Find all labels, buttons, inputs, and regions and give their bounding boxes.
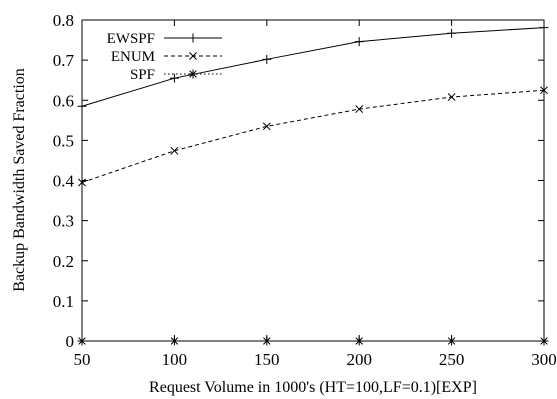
data-point-spf <box>354 336 364 346</box>
data-point-spf <box>262 336 272 346</box>
data-point-ewspf <box>77 101 87 111</box>
series-line-enum <box>81 89 545 183</box>
y-tick-label: 0.2 <box>53 252 74 271</box>
series-line-ewspf <box>81 27 545 107</box>
y-tick-label: 0.5 <box>53 131 74 150</box>
data-point-ewspf <box>169 73 179 83</box>
data-point-ewspf <box>354 37 364 47</box>
x-tick-label: 200 <box>346 350 372 369</box>
y-axis-label: Backup Bandwidth Saved Fraction <box>11 68 28 292</box>
series-layer <box>77 23 549 346</box>
legend: EWSPF ENUM SPF <box>107 31 222 83</box>
x-tick-label: 50 <box>74 350 91 369</box>
ticks: 50 100 150 200 250 300 0 0.1 0.2 0.3 0.4 0.5 0.6 0.7 0… <box>53 11 557 369</box>
data-point-ewspf <box>539 23 549 33</box>
legend-marker-enum <box>189 52 197 60</box>
x-tick-label: 250 <box>439 350 465 369</box>
legend-label-spf: SPF <box>130 67 155 83</box>
data-point-enum <box>355 105 364 114</box>
data-point-spf <box>77 336 87 346</box>
data-point-spf <box>447 336 457 346</box>
data-point-enum <box>78 178 86 187</box>
x-tick-label: 100 <box>162 350 188 369</box>
y-tick-label: 0.7 <box>53 51 75 70</box>
data-point-enum <box>262 122 271 131</box>
legend-marker-ewspf <box>188 33 198 43</box>
y-tick-label: 0.1 <box>53 292 74 311</box>
data-point-enum <box>170 146 179 155</box>
data-point-spf <box>169 336 179 346</box>
y-tick-label: 0.6 <box>53 91 74 110</box>
data-point-enum <box>540 86 548 95</box>
data-point-enum <box>447 93 456 101</box>
data-point-spf <box>539 336 549 346</box>
legend-marker-spf <box>188 69 198 79</box>
legend-label-ewspf: EWSPF <box>107 31 155 47</box>
y-tick-label: 0.8 <box>53 11 74 30</box>
x-tick-label: 300 <box>531 350 557 369</box>
data-point-ewspf <box>447 28 457 38</box>
data-point-ewspf <box>262 54 272 64</box>
legend-label-enum: ENUM <box>111 49 155 65</box>
x-tick-label: 150 <box>254 350 280 369</box>
y-tick-label: 0 <box>66 332 75 351</box>
x-axis-label: Request Volume in 1000's (HT=100,LF=0.1)… <box>149 379 477 396</box>
y-tick-label: 0.4 <box>53 172 75 191</box>
y-tick-label: 0.3 <box>53 212 74 231</box>
